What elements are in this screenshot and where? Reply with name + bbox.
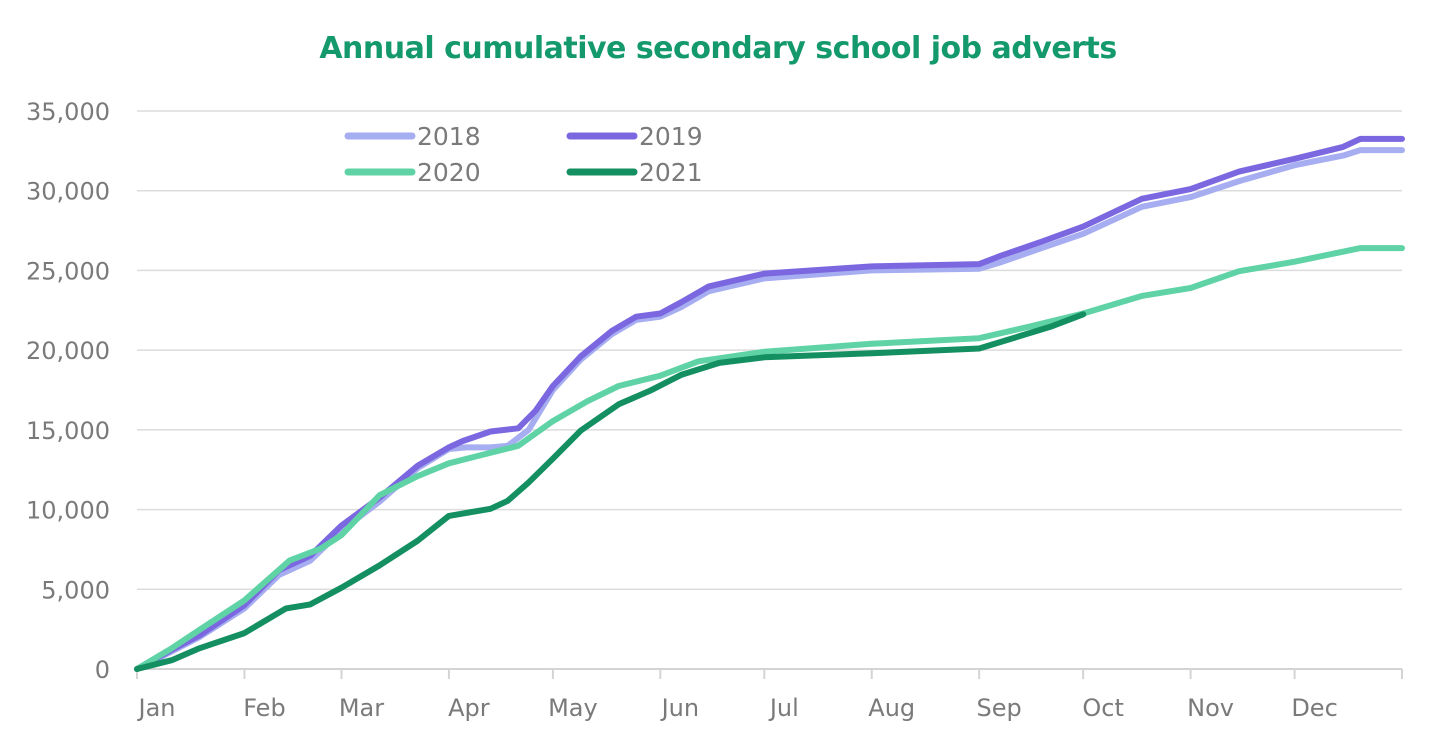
series-line-2020 [134,245,1405,672]
y-tick-label: 35,000 [26,98,110,126]
legend-label-2021: 2021 [639,158,703,187]
x-axis: Jan Feb Mar Apr May Jun Jul Aug Sep Oct Nov Dec [136,668,1403,722]
y-tick-label: 0 [95,656,110,684]
x-tick-label: May [548,694,598,722]
y-tick-label: 15,000 [26,417,110,445]
y-tick-label: 30,000 [26,178,110,206]
x-tick-label: Apr [448,694,490,722]
series-line-2018 [134,147,1405,672]
legend: 2018 2019 2020 2021 [344,122,703,187]
x-tick-label: Mar [339,694,384,722]
x-tick-label: Aug [868,694,915,722]
y-axis: 0 5,000 10,000 15,000 20,000 25,000 30,000 35,0… [26,98,110,684]
y-tick-label: 25,000 [26,257,110,285]
x-tick-label: Jan [137,694,176,722]
x-tick-label: Jul [768,694,799,722]
x-tick-label: Sep [977,694,1022,722]
legend-label-2019: 2019 [639,122,703,151]
series-lines [134,135,1405,672]
x-tick-label: Oct [1082,694,1124,722]
chart-title: Annual cumulative secondary school job a… [319,31,1116,66]
y-tick-label: 20,000 [26,337,110,365]
y-tick-label: 10,000 [26,497,110,525]
x-tick-label: Nov [1187,694,1234,722]
series-line-2019 [134,135,1405,672]
y-tick-label: 5,000 [41,576,110,604]
series-line-2021 [134,311,1087,672]
legend-label-2020: 2020 [417,158,481,187]
x-tick-label: Jun [660,694,700,722]
x-tick-label: Dec [1291,694,1337,722]
legend-label-2018: 2018 [417,122,481,151]
x-tick-label: Feb [243,694,286,722]
